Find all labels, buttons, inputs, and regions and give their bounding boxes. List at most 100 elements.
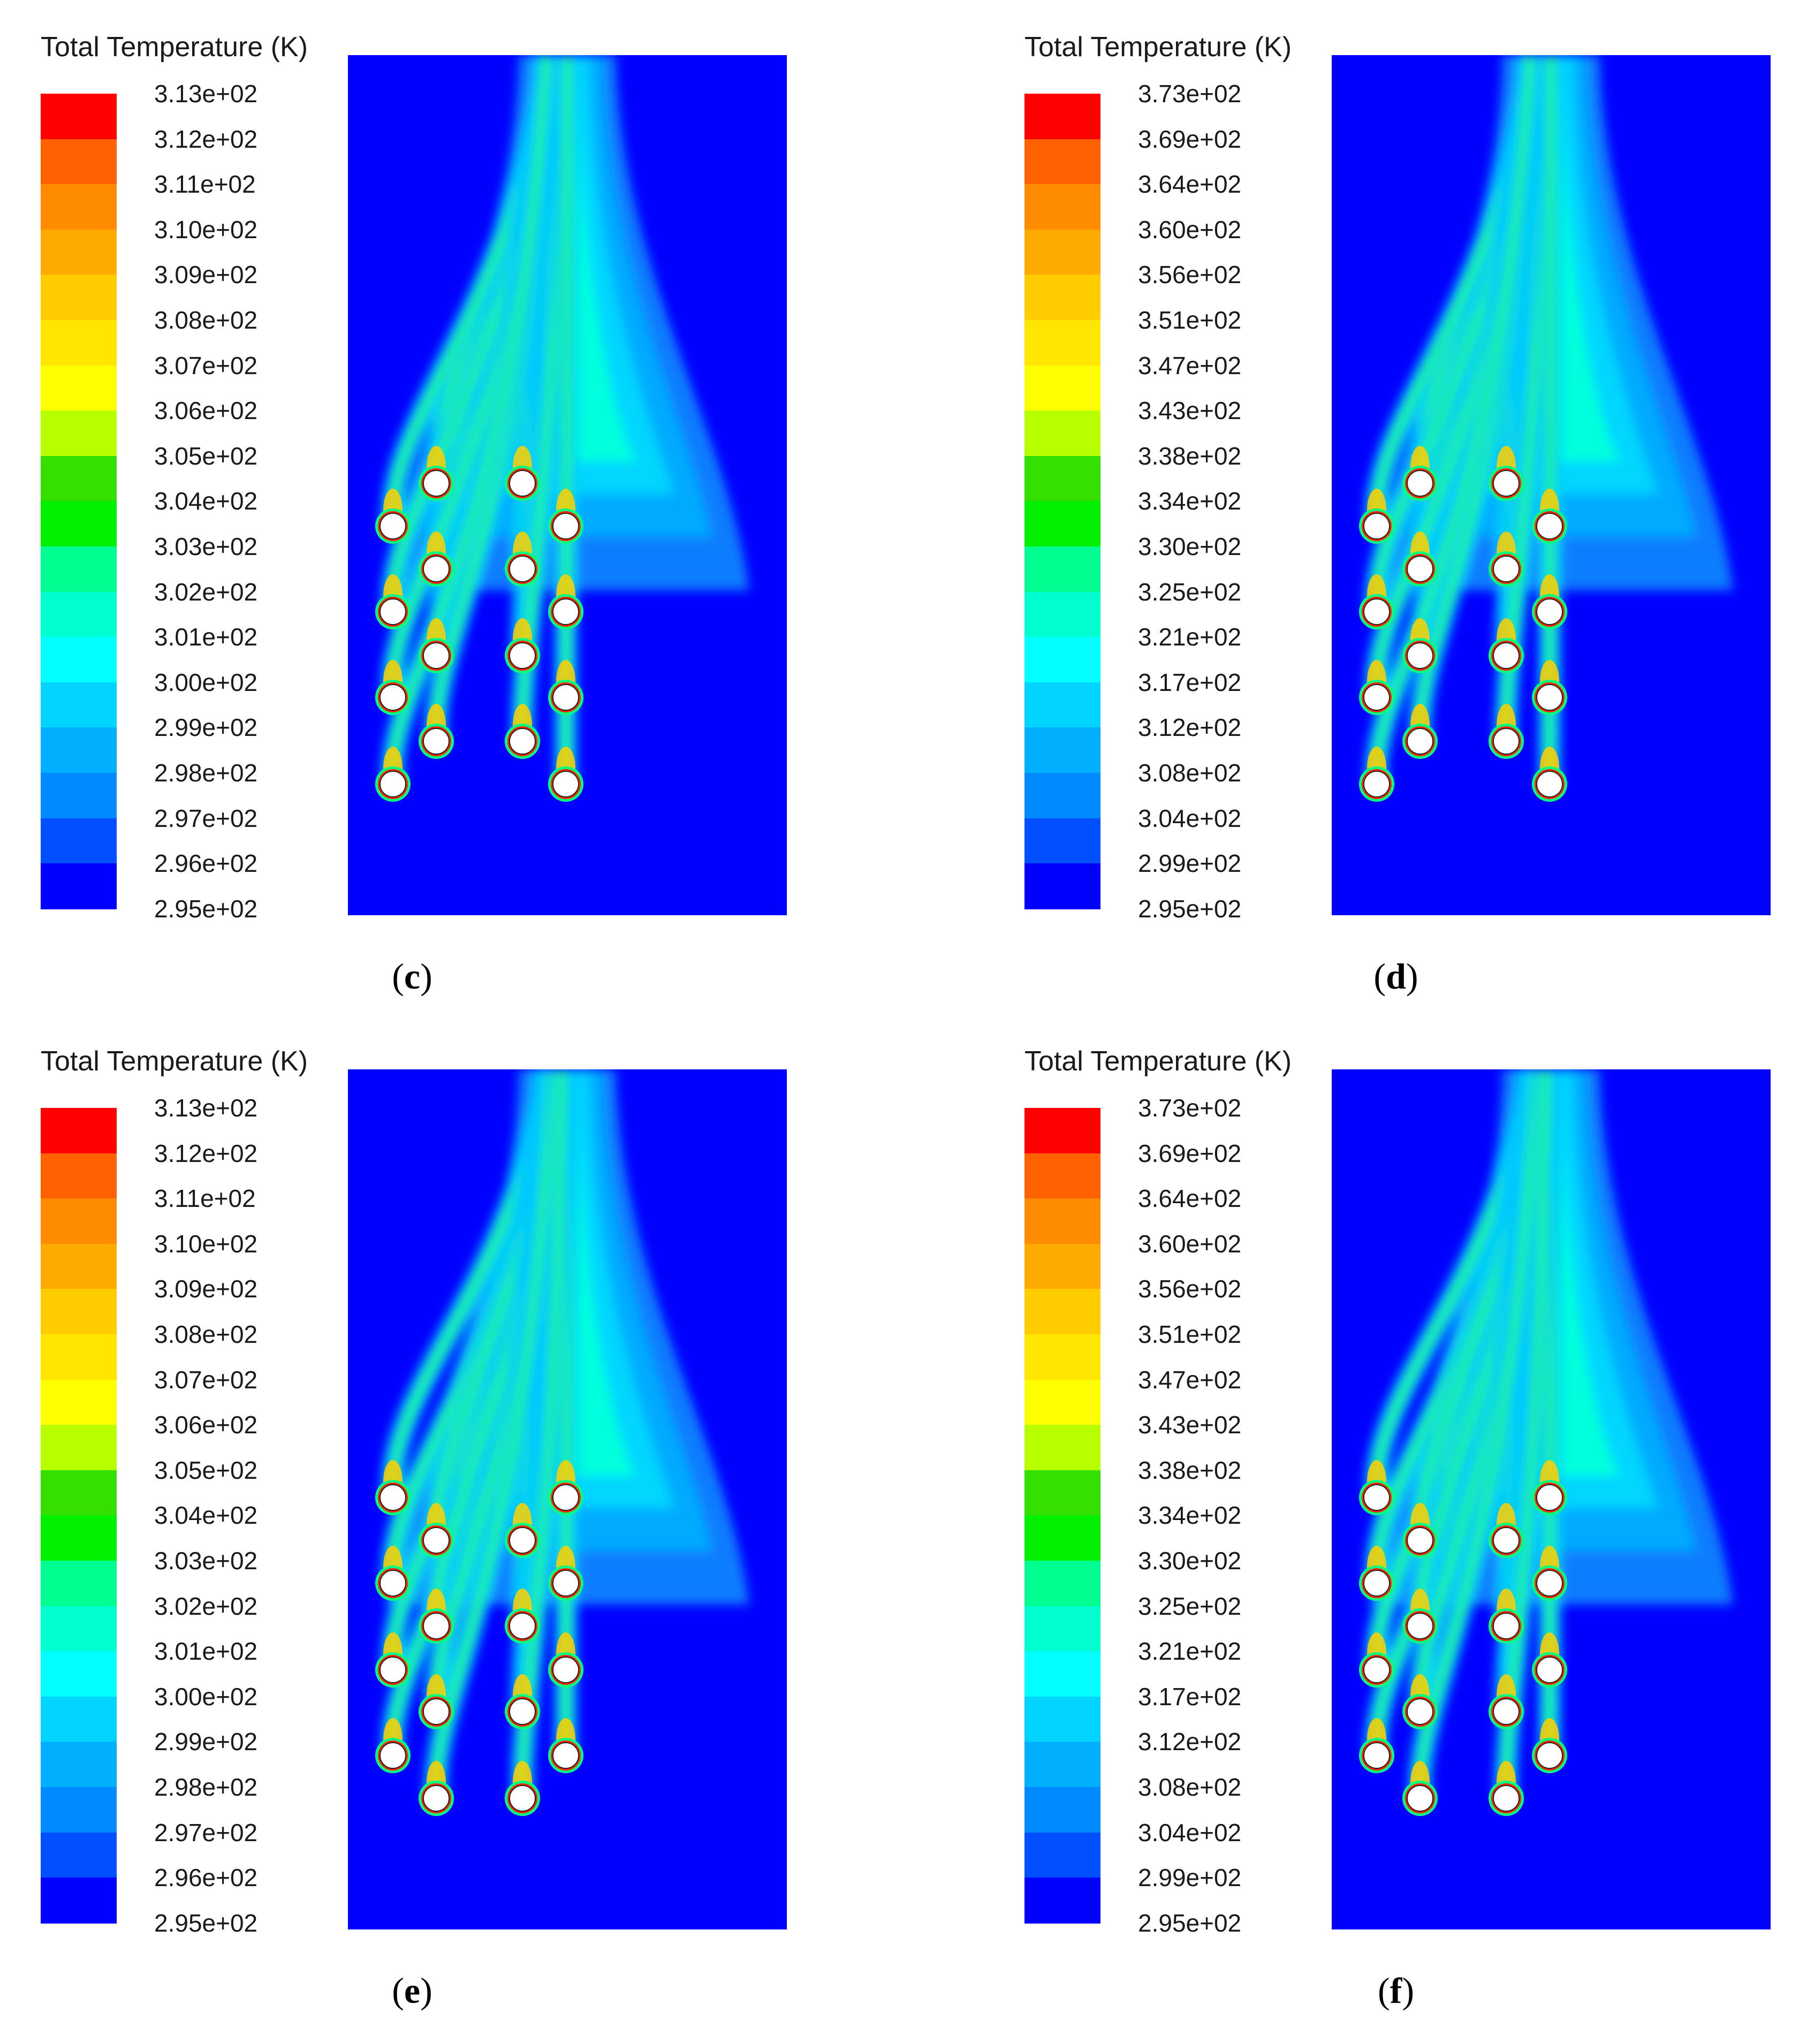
legend-swatch	[1024, 229, 1100, 276]
legend-swatch	[1024, 1334, 1100, 1380]
tube-icon	[1407, 1613, 1433, 1639]
legend-swatch	[41, 1289, 117, 1335]
tube-icon	[423, 556, 450, 582]
legend-tick-label: 3.00e+02	[154, 1682, 258, 1711]
legend-swatch	[1024, 320, 1100, 366]
tube-icon	[509, 470, 536, 497]
legend-tick-label: 3.04e+02	[1138, 1818, 1242, 1847]
tube-icon	[552, 1570, 579, 1597]
legend-tick-label: 3.03e+02	[154, 1547, 258, 1575]
tube-icon	[509, 728, 536, 755]
legend-tick-label: 2.95e+02	[154, 1909, 258, 1937]
tube-icon	[1407, 470, 1433, 497]
legend-swatch	[41, 863, 117, 909]
tube-icon	[509, 1527, 536, 1554]
legend-swatch	[41, 682, 117, 728]
legend-swatch	[1024, 1742, 1100, 1788]
legend-tick-label: 2.99e+02	[154, 1728, 258, 1756]
legend-tick-label: 3.56e+02	[1138, 261, 1242, 289]
legend-swatch	[41, 1153, 117, 1199]
plume-streak-core	[518, 1069, 566, 1799]
plume-streak-core	[1372, 55, 1534, 785]
legend-tick-label: 2.95e+02	[1138, 1909, 1242, 1937]
legend-tick-label: 3.69e+02	[1138, 1139, 1242, 1167]
tube-icon	[1407, 1785, 1433, 1812]
legend-swatch	[1024, 1832, 1100, 1879]
legend-tick-label: 3.11e+02	[154, 170, 256, 199]
legend-tick-label: 3.07e+02	[154, 1365, 258, 1394]
tube-icon	[1407, 1698, 1433, 1725]
legend-swatch	[41, 1696, 117, 1743]
tube-icon	[552, 684, 579, 711]
panel-caption: (c)	[392, 956, 432, 997]
legend-tick-label: 3.10e+02	[154, 1229, 258, 1258]
legend-tick-label: 3.06e+02	[154, 397, 258, 425]
legend-tick-label: 3.17e+02	[1138, 1682, 1242, 1711]
legend-tick-label: 3.09e+02	[154, 261, 258, 289]
tube-icon	[509, 1698, 536, 1725]
legend-swatch	[1024, 863, 1100, 909]
legend-swatch	[41, 546, 117, 592]
legend-tick-label: 2.95e+02	[154, 894, 258, 923]
legend-tick-label: 3.10e+02	[154, 215, 258, 244]
legend-tick-label: 3.47e+02	[1138, 351, 1242, 379]
legend-tick-label: 3.38e+02	[1138, 442, 1242, 470]
legend-tick-label: 3.03e+02	[154, 533, 258, 560]
legend-tick-label: 3.30e+02	[1138, 533, 1242, 560]
legend-swatch	[1024, 1470, 1100, 1516]
legend-tick-label: 3.64e+02	[1138, 170, 1242, 199]
legend-tick-label: 3.08e+02	[154, 306, 258, 334]
legend-swatch	[1024, 501, 1100, 547]
tube-icon	[423, 1613, 450, 1639]
tube-icon	[552, 1742, 579, 1769]
tube-icon	[423, 1527, 450, 1554]
panel-caption-letter: f	[1390, 1970, 1402, 2011]
tube-icon	[1363, 598, 1390, 625]
legend-tick-label: 3.21e+02	[1138, 1637, 1242, 1666]
legend-tick-label: 3.08e+02	[154, 1320, 258, 1348]
legend-tick-label: 3.00e+02	[154, 668, 258, 696]
legend-title: Total Temperature (K)	[1024, 1046, 1292, 1077]
legend-tick-label: 3.08e+02	[1138, 759, 1242, 787]
legend-title: Total Temperature (K)	[1024, 32, 1292, 63]
tube-icon	[509, 1785, 536, 1812]
legend-swatch	[41, 455, 117, 502]
tube-icon	[1493, 1527, 1520, 1554]
legend-swatch	[1024, 94, 1100, 140]
legend-swatch	[41, 818, 117, 864]
legend-tick-label: 3.13e+02	[154, 1094, 258, 1122]
tube-icon	[552, 598, 579, 625]
legend-tick-label: 3.73e+02	[1138, 80, 1242, 108]
legend-swatch	[41, 229, 117, 276]
legend-swatch	[41, 1651, 117, 1697]
legend-swatch	[1024, 455, 1100, 502]
legend-swatch	[41, 1108, 117, 1154]
legend-tick-label: 3.60e+02	[1138, 215, 1242, 244]
panel-f: Total Temperature (K) 3.73e+02 3.69e+02 3.6…	[984, 1014, 1799, 2011]
legend-tick-label: 3.07e+02	[154, 351, 258, 379]
legend-swatch	[1024, 773, 1100, 819]
legend-tick-label: 3.11e+02	[154, 1184, 256, 1213]
legend-tick-label: 2.95e+02	[1138, 894, 1242, 923]
tube-icon	[423, 728, 450, 755]
tube-icon	[552, 1657, 579, 1683]
legend-tick-label: 3.34e+02	[1138, 487, 1242, 515]
legend-swatch	[41, 275, 117, 321]
legend-tick-label: 2.98e+02	[154, 759, 258, 787]
thermal-plume	[1365, 55, 1733, 785]
tube-icon	[552, 771, 579, 797]
panel-c: Total Temperature (K) 3.13e+02 3.12e+02 3.1…	[0, 0, 856, 997]
legend-swatch	[41, 1742, 117, 1788]
legend-swatch	[1024, 1425, 1100, 1471]
legend-tick-label: 3.25e+02	[1138, 1592, 1242, 1620]
legend-tick-label: 3.56e+02	[1138, 1275, 1242, 1303]
legend-swatch	[1024, 1379, 1100, 1426]
legend-tick-label: 3.60e+02	[1138, 1229, 1242, 1258]
plume-streak-core	[1545, 55, 1555, 785]
legend-swatch	[41, 1787, 117, 1833]
tube-icon	[379, 1742, 406, 1769]
panel-caption-letter: d	[1386, 956, 1406, 997]
temperature-contour-plot	[348, 1069, 787, 1929]
legend-tick-label: 3.01e+02	[154, 1637, 258, 1666]
legend-tick-label: 3.12e+02	[1138, 713, 1242, 742]
